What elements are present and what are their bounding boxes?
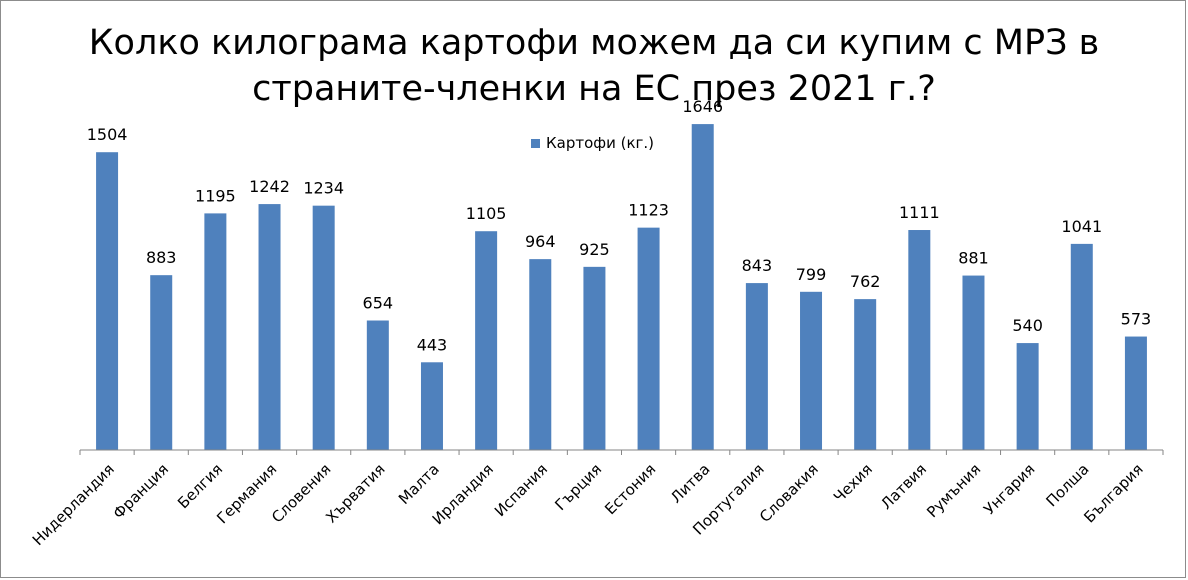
data-label: 1504 [87, 125, 128, 144]
data-label: 843 [742, 256, 773, 275]
bar [691, 124, 714, 450]
x-tick-label: Словакия [756, 460, 822, 526]
bar [745, 283, 768, 450]
bar [420, 362, 443, 450]
x-tick-label: Гърция [551, 460, 605, 514]
data-label: 654 [363, 294, 394, 313]
x-tick-label: Малта [395, 460, 443, 508]
x-tick-label: Естония [601, 460, 659, 518]
x-tick-label: Литва [667, 460, 714, 507]
legend-label: Картофи (кг.) [546, 134, 655, 152]
x-tick-label: Нидерландия [29, 460, 118, 549]
data-label: 1242 [249, 177, 290, 196]
x-tick-label: Унгария [980, 460, 1038, 518]
bar [312, 205, 335, 450]
bar [637, 227, 660, 450]
bar [366, 320, 389, 450]
bar [800, 291, 823, 450]
data-label: 1105 [466, 204, 507, 223]
data-label: 881 [958, 249, 989, 268]
bar [1070, 243, 1093, 450]
data-label: 1111 [899, 203, 940, 222]
data-label: 1195 [195, 186, 236, 205]
bar [908, 230, 931, 450]
data-label: 1234 [303, 179, 344, 198]
data-label: 964 [525, 232, 556, 251]
data-label: 1123 [628, 201, 669, 220]
chart-title: Колко килограма картофи можем да си купи… [88, 23, 1100, 109]
x-tick-label: Белгия [174, 460, 226, 512]
data-label: 1041 [1061, 217, 1102, 236]
x-tick-label: Полша [1042, 460, 1092, 510]
data-label: 799 [796, 265, 827, 284]
bar [1124, 336, 1147, 450]
bar [258, 204, 281, 450]
x-tick-label: Румъния [923, 460, 984, 521]
x-tick-label: Хърватия [322, 460, 388, 526]
data-label: 443 [417, 335, 448, 354]
x-tick-label: Латвия [877, 460, 930, 513]
bar [1016, 343, 1039, 450]
legend-swatch [531, 138, 540, 148]
bar [529, 259, 552, 450]
x-tick-label: Чехия [830, 460, 876, 506]
bar [204, 213, 227, 450]
bar [96, 152, 119, 450]
bar [962, 275, 985, 450]
bar [854, 299, 877, 450]
x-tick-label: Франция [110, 460, 173, 523]
bar [475, 231, 498, 450]
data-label: 573 [1121, 310, 1152, 329]
chart-legend: Картофи (кг.) [531, 133, 654, 153]
data-label: 762 [850, 272, 881, 291]
bar [583, 266, 606, 450]
x-tick-label: Испания [491, 460, 551, 520]
x-tick-label: България [1080, 460, 1146, 526]
data-label: 540 [1012, 316, 1043, 335]
data-label: 883 [146, 248, 177, 267]
data-label: 925 [579, 240, 610, 259]
bar [150, 275, 173, 450]
data-label: 1646 [682, 97, 723, 116]
